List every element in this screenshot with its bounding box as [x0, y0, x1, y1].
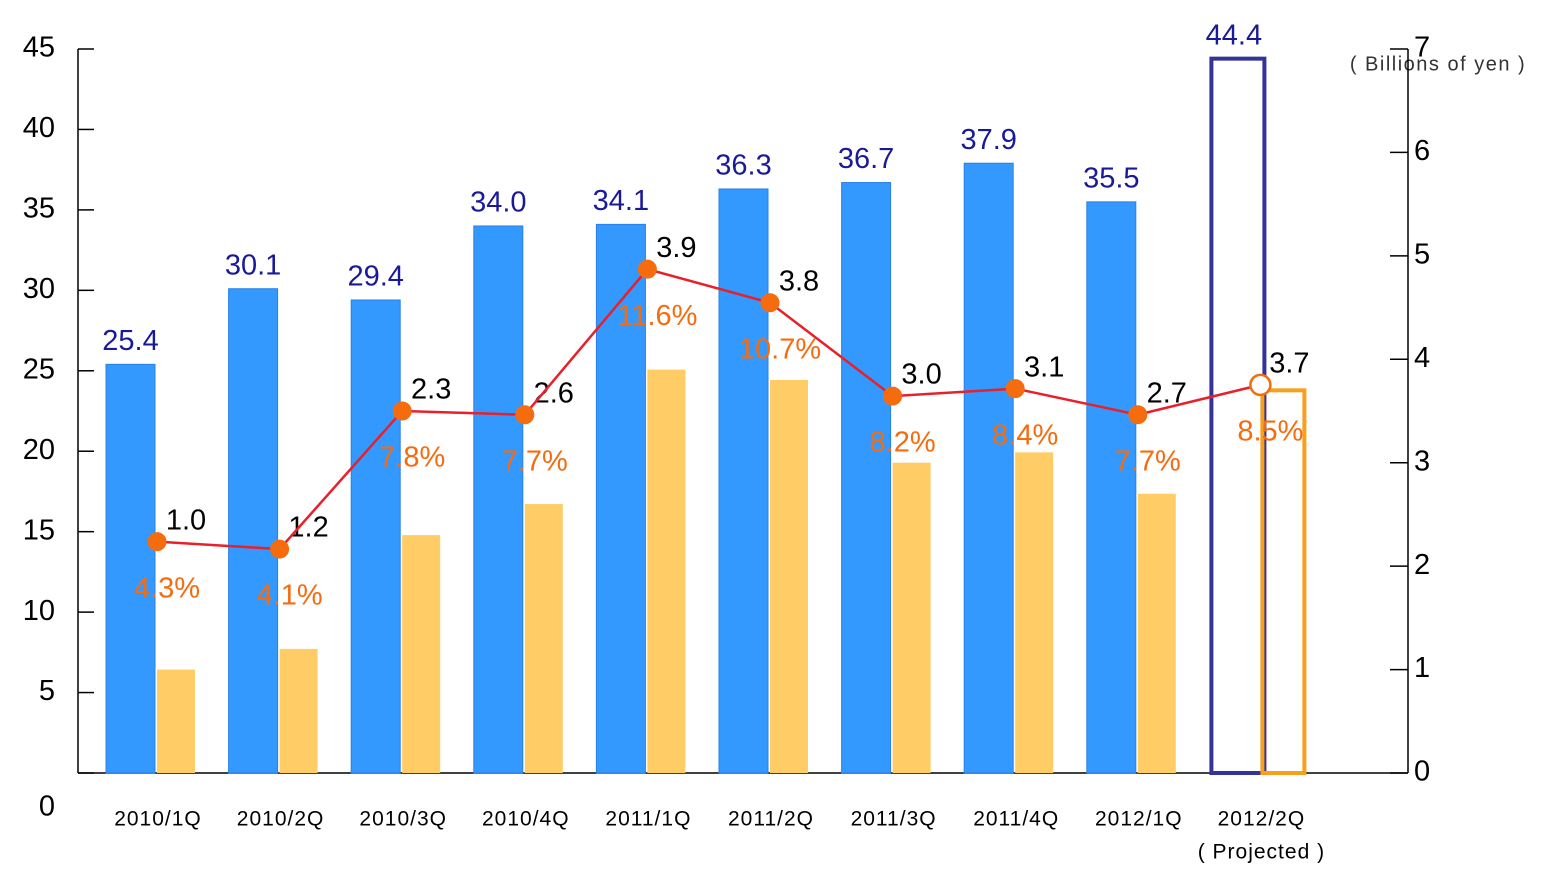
- bar: [647, 369, 686, 773]
- projected-label: ( Projected ): [1198, 841, 1325, 864]
- bar: [279, 648, 318, 773]
- value-label: 4.1%: [257, 580, 323, 612]
- y-tick-label: 10: [23, 595, 55, 627]
- x-tick-label: 2011/4Q: [973, 808, 1059, 831]
- margin-line: [156, 267, 1261, 551]
- value-label: 36.3: [715, 150, 771, 182]
- value-label: 44.4: [1206, 19, 1262, 51]
- bar: [1260, 388, 1307, 775]
- bar: [841, 182, 892, 774]
- y-tick-label: 30: [23, 273, 55, 305]
- value-label: 34.1: [593, 185, 649, 217]
- y2-tick-label: 7: [1414, 32, 1430, 64]
- value-label: 3.7: [1269, 348, 1309, 380]
- value-label: 1.0: [166, 504, 206, 536]
- value-label: 36.7: [838, 143, 894, 175]
- value-label: 3.9: [656, 232, 696, 264]
- y-tick-label: 15: [23, 514, 55, 546]
- bar: [157, 669, 195, 773]
- value-label: 35.5: [1083, 163, 1139, 195]
- x-tick-label: 2010/4Q: [482, 808, 570, 831]
- x-tick-label: 2010/3Q: [359, 808, 447, 831]
- y-tick-label: 40: [23, 112, 55, 144]
- value-label: 8.2%: [870, 427, 936, 459]
- value-label: 3.8: [779, 265, 819, 297]
- marker: [883, 386, 903, 406]
- y-tick-label: 45: [23, 32, 55, 64]
- x-tick-label: 2011/1Q: [605, 808, 691, 831]
- value-label: 8.4%: [992, 419, 1058, 451]
- bar: [1086, 201, 1137, 774]
- units-label: ( Billions of yen ): [1350, 53, 1526, 75]
- y-tick-label: 20: [23, 434, 55, 466]
- x-tick-label: 2010/1Q: [114, 808, 202, 831]
- y2-tick-label: 1: [1414, 652, 1430, 684]
- value-label: 11.6%: [617, 300, 697, 332]
- value-label: 4.3%: [134, 572, 200, 604]
- y-tick-label: 0: [39, 791, 55, 823]
- value-label: 30.1: [225, 249, 281, 281]
- bar: [770, 379, 808, 773]
- y-tick-label: 5: [39, 675, 55, 707]
- marker: [147, 532, 167, 552]
- x-tick-label: 2010/2Q: [237, 808, 325, 831]
- value-label: 3.1: [1024, 351, 1064, 383]
- y2-tick-label: 4: [1414, 342, 1430, 374]
- marker: [637, 259, 657, 279]
- value-label: 2.6: [534, 377, 574, 409]
- bar: [595, 223, 646, 774]
- value-label: 7.7%: [502, 445, 568, 477]
- y2-tick-label: 6: [1414, 135, 1430, 167]
- bar: [228, 288, 279, 774]
- marker: [1005, 379, 1025, 399]
- marker: [760, 293, 780, 313]
- y-tick-label: 25: [23, 353, 55, 385]
- marker: [392, 401, 412, 421]
- marker: [1249, 373, 1272, 397]
- bar: [718, 188, 769, 774]
- bar: [1137, 493, 1176, 773]
- value-label: 25.4: [102, 325, 158, 357]
- y-tick-label: 35: [23, 193, 55, 225]
- bar: [105, 363, 156, 774]
- value-label: 8.5%: [1237, 416, 1303, 448]
- marker: [1128, 405, 1148, 425]
- bar: [892, 462, 931, 773]
- value-label: 7.7%: [1115, 445, 1181, 477]
- value-label: 34.0: [470, 187, 526, 219]
- value-label: 37.9: [960, 124, 1016, 156]
- bar: [963, 162, 1014, 774]
- marker: [515, 405, 535, 425]
- y2-tick-label: 2: [1414, 549, 1430, 581]
- bar: [473, 225, 524, 774]
- marker: [270, 539, 290, 559]
- bar: [524, 504, 563, 773]
- y2-tick-label: 5: [1414, 239, 1430, 271]
- y2-tick-label: 3: [1414, 445, 1430, 477]
- y2-tick-label: 0: [1414, 756, 1430, 788]
- bar: [350, 299, 401, 774]
- bar: [1015, 452, 1054, 773]
- value-label: 29.4: [347, 261, 403, 293]
- x-tick-label: 2012/1Q: [1095, 808, 1183, 831]
- value-label: 7.8%: [379, 442, 445, 474]
- x-tick-label: 2011/2Q: [728, 808, 814, 831]
- value-label: 3.0: [901, 359, 941, 391]
- value-label: 2.3: [411, 374, 451, 406]
- value-label: 10.7%: [739, 333, 821, 365]
- x-tick-label: 2012/2Q: [1218, 808, 1306, 831]
- bar: [402, 535, 441, 773]
- x-tick-label: 2011/3Q: [851, 808, 937, 831]
